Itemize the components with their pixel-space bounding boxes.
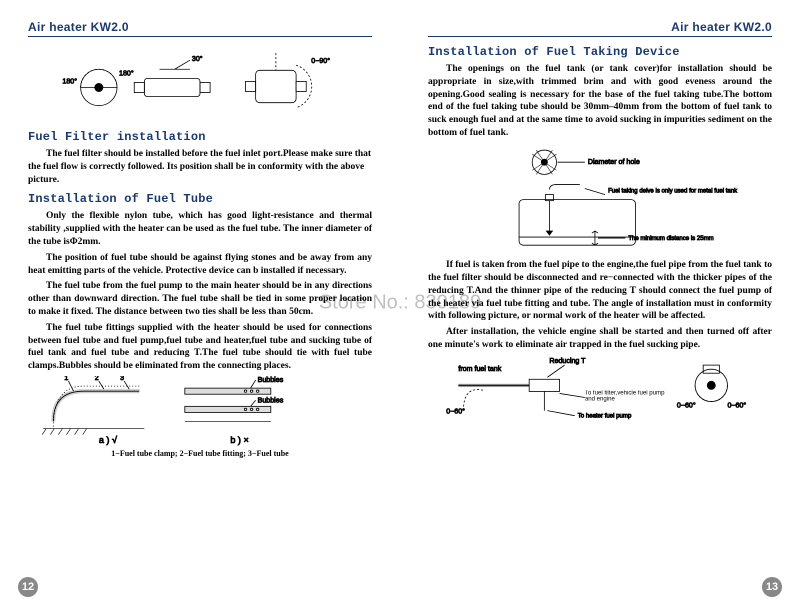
svg-text:2: 2 <box>95 376 99 382</box>
taking-p3: After installation, the vehicle engine s… <box>428 326 772 352</box>
svg-text:a ) √: a ) √ <box>99 435 117 445</box>
svg-text:30°: 30° <box>192 55 203 63</box>
page-left: Air heater KW2.0 180° 180° 30° 0−90 <box>0 0 400 605</box>
taking-p1: The openings on the fuel tank (or tank c… <box>428 63 772 140</box>
section-title-taking-device: Installation of Fuel Taking Device <box>428 45 772 59</box>
tube-p2: The position of fuel tube should be agai… <box>28 252 372 278</box>
svg-text:Reducing T: Reducing T <box>549 357 586 365</box>
tube-p3: The fuel tube from the fuel pump to the … <box>28 280 372 318</box>
header-title-left: Air heater KW2.0 <box>28 20 372 34</box>
svg-text:b ) ×: b ) × <box>230 435 248 445</box>
header-right: Air heater KW2.0 <box>428 20 772 37</box>
svg-text:To heater fuel pump: To heater fuel pump <box>578 414 632 420</box>
svg-text:from fuel tank: from fuel tank <box>458 365 501 373</box>
taking-p2: If fuel is taken from the fuel pipe to t… <box>428 259 772 323</box>
svg-text:180°: 180° <box>119 69 134 77</box>
svg-text:3: 3 <box>120 376 124 382</box>
section-title-filter: Fuel Filter installation <box>28 130 372 144</box>
tube-p4: The fuel tube fittings supplied with the… <box>28 322 372 373</box>
svg-text:0−60°: 0−60° <box>677 401 696 409</box>
filter-p1: The fuel filter should be installed befo… <box>28 148 372 186</box>
header-title-right: Air heater KW2.0 <box>428 20 772 34</box>
fuel-filter-diagram: 180° 180° 30° 0−90° <box>28 45 372 124</box>
tube-fitting-diagram: 1 2 3 Bubbles Bubbles a ) <box>28 376 372 447</box>
svg-text:Bubbles: Bubbles <box>258 396 284 404</box>
svg-text:0−90°: 0−90° <box>311 57 330 65</box>
page-right: Air heater KW2.0 Installation of Fuel Ta… <box>400 0 800 605</box>
svg-text:Bubbles: Bubbles <box>258 376 284 384</box>
svg-text:0−60°: 0−60° <box>446 408 465 416</box>
svg-text:1: 1 <box>64 376 68 382</box>
tube-p1: Only the flexible nylon tube, which has … <box>28 210 372 248</box>
svg-text:Fuel taking deive is only used: Fuel taking deive is only used for metal… <box>608 188 738 194</box>
section-title-tube: Installation of Fuel Tube <box>28 192 372 206</box>
svg-text:0−60°: 0−60° <box>727 401 746 409</box>
page-number-right: 13 <box>762 577 782 597</box>
reducing-t-diagram: Reducing T from fuel tank 0−60° To fuel … <box>428 355 772 431</box>
header-left: Air heater KW2.0 <box>28 20 372 37</box>
svg-text:180°: 180° <box>62 77 77 85</box>
svg-text:The minimum distance is 25mm: The minimum distance is 25mm <box>628 236 713 242</box>
tube-diagram-caption: 1−Fuel tube clamp; 2−Fuel tube fitting; … <box>28 449 372 458</box>
fuel-tank-diagram: Diameter of hole Fuel taking deive is on… <box>428 144 772 255</box>
page-number-left: 12 <box>18 577 38 597</box>
svg-text:Diameter of hole: Diameter of hole <box>588 158 640 166</box>
